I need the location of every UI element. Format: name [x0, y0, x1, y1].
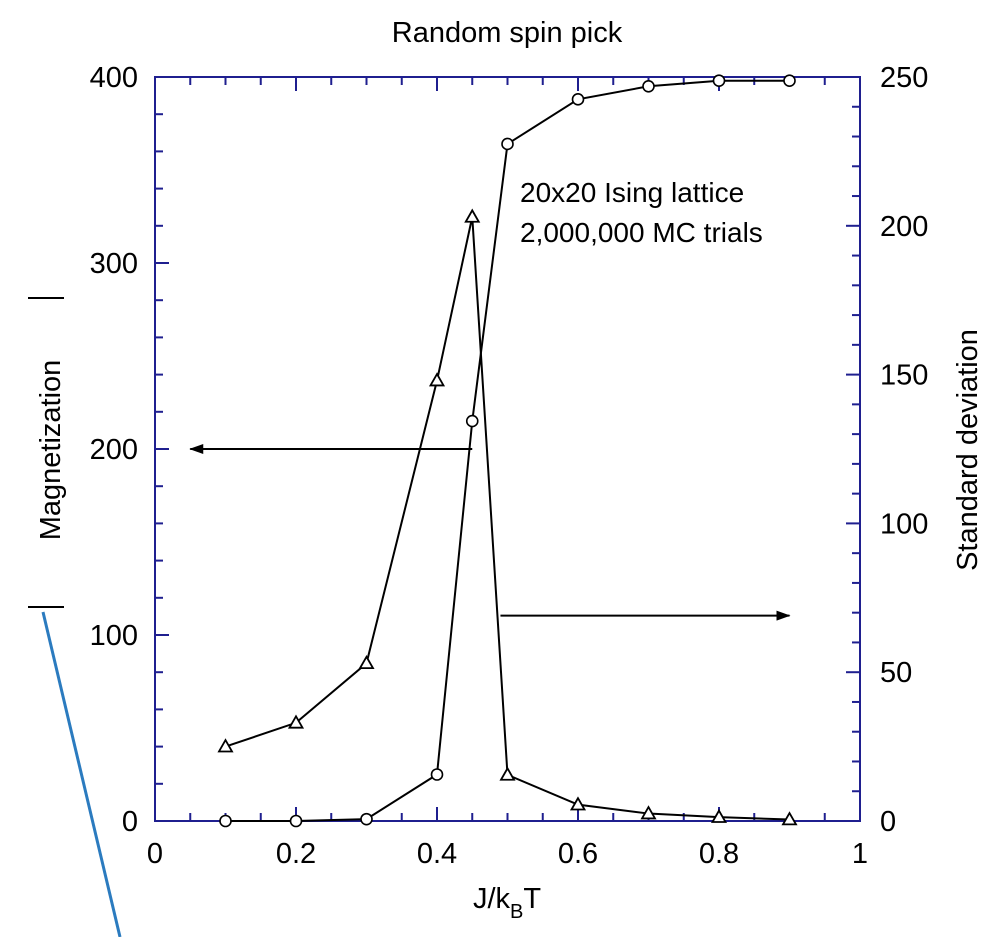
data-point-circle [783, 74, 796, 88]
y-left-tick-label: 200 [90, 434, 138, 466]
y-left-axis-label: Magnetization [28, 297, 67, 608]
axis-arrows [189, 444, 791, 621]
y-right-tick-label: 200 [880, 211, 928, 243]
y-right-tick-label: 250 [880, 62, 928, 94]
y-left-tick-label: 0 [122, 806, 138, 838]
data-point-triangle [464, 208, 481, 223]
data-point-triangle [428, 372, 446, 387]
data-point-triangle [781, 811, 798, 826]
tick-labels: 0 0.2 0.4 0.6 0.8 101002003004000501001502002… [90, 62, 929, 870]
annotation-line-1: 20x20 Ising lattice [520, 177, 744, 208]
data-point-triangle [710, 808, 728, 823]
data-point-triangle [287, 714, 305, 729]
y-left-label-text: Magnetization [35, 360, 67, 541]
data-point-circle [289, 814, 303, 828]
x-tick-label: 0.6 [558, 838, 598, 870]
x-label-tail: T [523, 883, 541, 915]
y-right-tick-label: 100 [880, 508, 928, 540]
data-point-triangle [499, 766, 516, 781]
data-point-circle [219, 814, 232, 828]
x-tick-label: 0.2 [276, 838, 316, 870]
series-circle-line [225, 79, 790, 822]
data-point-triangle [358, 654, 375, 670]
x-tick-label: 0.8 [699, 838, 739, 870]
y-left-tick-label: 400 [90, 62, 138, 94]
x-axis-label: J/kBT [473, 883, 541, 923]
data-point-circle [430, 768, 444, 781]
data-point-triangle [640, 805, 657, 820]
data-point-triangle [217, 738, 234, 753]
x-tick-label: 0.4 [417, 838, 457, 870]
data-point-circle [360, 812, 373, 826]
x-tick-label: 1 [852, 838, 868, 870]
y-right-tick-label: 150 [880, 360, 928, 392]
y-left-tick-label: 300 [90, 248, 138, 280]
stray-line [41, 611, 122, 937]
data-point-circle [501, 137, 514, 151]
x-tick-label: 0 [147, 838, 163, 870]
series-triangle-line [225, 216, 790, 821]
data-point-circle [642, 80, 655, 93]
data-point-circle [465, 414, 479, 428]
y-left-tick-label: 100 [90, 620, 138, 652]
data-point-circle [571, 93, 585, 106]
chart-title: Random spin pick [392, 17, 623, 49]
x-label-sub: B [510, 901, 523, 923]
data-series [217, 74, 798, 828]
data-point-triangle [569, 796, 587, 811]
x-label-main: J/k [473, 883, 511, 915]
y-right-axis-label: Standard deviation [952, 329, 984, 571]
data-point-circle [712, 74, 726, 88]
y-right-tick-label: 0 [880, 806, 896, 838]
annotation-line-2: 2,000,000 MC trials [520, 217, 763, 248]
y-right-tick-label: 50 [880, 657, 912, 689]
